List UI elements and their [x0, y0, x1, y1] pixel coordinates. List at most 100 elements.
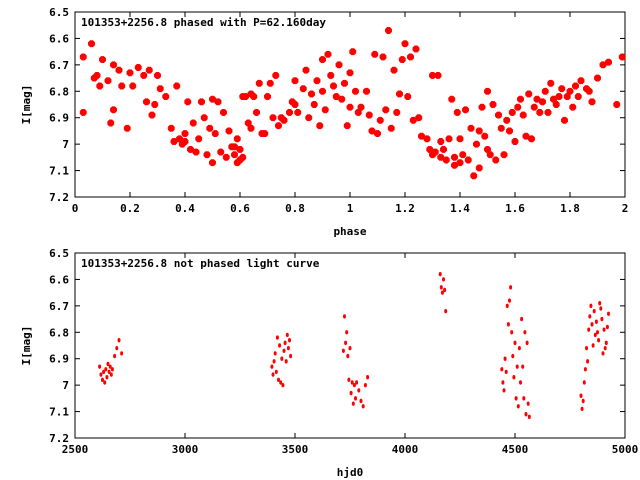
data-point	[404, 93, 412, 101]
data-point	[514, 103, 522, 111]
data-point	[324, 50, 332, 58]
data-point	[286, 345, 290, 351]
data-point	[613, 101, 621, 108]
x-tick-label: 1.4	[450, 202, 470, 215]
data-point	[308, 90, 315, 98]
data-point	[513, 340, 517, 346]
data-point	[593, 332, 597, 338]
data-point	[382, 106, 390, 114]
data-point	[341, 348, 345, 353]
chart-title: 101353+2256.8 not phased light curve	[81, 257, 320, 270]
data-point	[277, 377, 280, 383]
data-point	[285, 332, 289, 338]
data-point	[231, 143, 238, 151]
y-tick-label: 7	[62, 379, 69, 392]
data-point	[429, 71, 436, 79]
data-point	[618, 53, 626, 61]
data-point	[594, 74, 601, 82]
x-axis-label: hjd0	[337, 466, 364, 479]
data-point	[79, 108, 87, 116]
data-point	[442, 277, 445, 282]
data-points	[79, 27, 626, 180]
data-point	[393, 108, 401, 116]
data-point	[357, 388, 361, 393]
x-tick-label: 0.4	[175, 202, 195, 215]
data-point	[349, 390, 353, 396]
data-point	[335, 61, 343, 69]
x-tick-label: 0.2	[120, 202, 140, 215]
data-point	[102, 369, 106, 375]
x-tick-label: 3000	[172, 443, 199, 456]
data-point	[544, 108, 552, 116]
data-point	[509, 285, 513, 290]
data-point	[319, 87, 326, 95]
data-point	[209, 159, 216, 167]
data-point	[396, 90, 403, 98]
data-point	[278, 343, 282, 348]
data-point	[203, 151, 211, 159]
data-point	[261, 130, 269, 138]
data-point	[110, 61, 117, 69]
x-tick-label: 4500	[502, 443, 529, 456]
data-point	[352, 382, 356, 388]
x-tick-label: 1.6	[505, 202, 525, 215]
data-point	[103, 380, 107, 385]
data-point	[253, 108, 260, 116]
plot-frame	[74, 252, 626, 439]
data-point	[605, 324, 609, 330]
data-point	[585, 345, 588, 351]
data-point	[120, 351, 124, 356]
data-point	[181, 130, 189, 138]
data-point	[512, 375, 516, 380]
data-point	[506, 322, 510, 327]
data-point	[250, 93, 258, 101]
data-point	[350, 380, 354, 385]
x-tick-label: 0.8	[285, 202, 305, 215]
data-point	[574, 93, 582, 101]
data-point	[525, 90, 533, 98]
data-point	[269, 114, 277, 122]
data-point	[355, 380, 359, 385]
y-tick-label: 7	[62, 138, 69, 151]
data-point	[110, 106, 117, 114]
data-point	[555, 93, 563, 101]
x-tick-label: 2	[622, 202, 629, 215]
data-point	[101, 377, 104, 383]
data-point	[604, 340, 608, 346]
data-point	[279, 380, 283, 385]
x-tick-label: 0	[72, 202, 79, 215]
data-point	[525, 340, 529, 346]
data-point	[98, 364, 102, 369]
data-point	[523, 330, 527, 335]
data-point	[281, 382, 285, 388]
data-point	[437, 153, 445, 161]
data-point	[440, 290, 444, 295]
data-point	[387, 124, 395, 132]
x-tick-label: 1.2	[395, 202, 415, 215]
data-point	[123, 124, 131, 132]
data-point	[489, 101, 497, 108]
data-point	[514, 396, 518, 401]
data-point	[598, 301, 602, 306]
data-point	[289, 353, 293, 359]
x-tick-label: 1	[347, 202, 354, 215]
data-point	[590, 322, 594, 327]
data-point	[365, 111, 373, 119]
data-point	[597, 338, 601, 343]
data-point	[214, 98, 222, 106]
data-point	[528, 135, 535, 143]
data-point	[247, 124, 255, 132]
data-point	[519, 111, 527, 119]
x-tick-label: 2500	[62, 443, 89, 456]
data-point	[588, 98, 596, 106]
data-point	[107, 369, 111, 375]
data-point	[533, 95, 541, 103]
data-point	[516, 404, 520, 409]
data-point	[607, 311, 610, 316]
data-point	[140, 71, 148, 79]
data-point	[591, 343, 595, 348]
data-point	[313, 77, 321, 85]
data-point	[282, 348, 286, 353]
y-tick-label: 6.9	[49, 112, 69, 125]
data-point	[330, 82, 337, 90]
